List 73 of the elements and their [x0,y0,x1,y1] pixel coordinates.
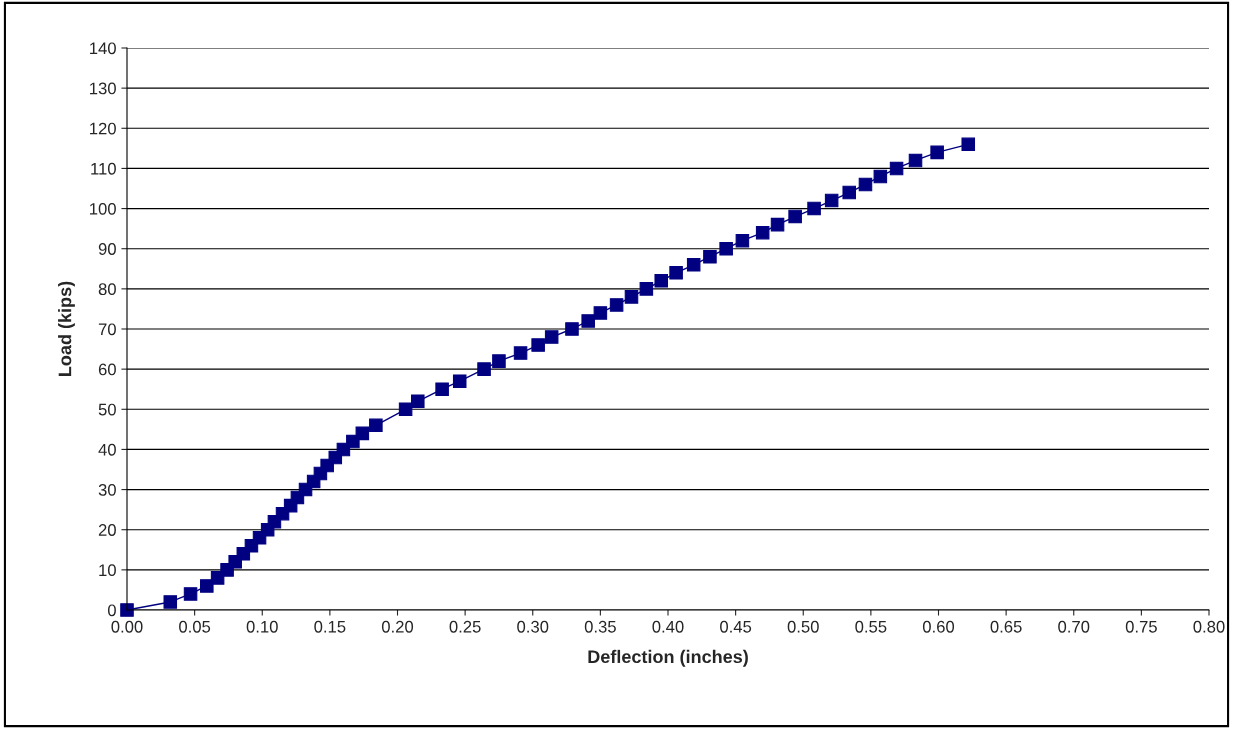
point [435,382,449,396]
point [639,282,654,296]
point [624,290,639,304]
point [719,241,733,256]
point [355,426,370,441]
point [492,354,506,368]
point [477,362,491,376]
y-tick-label: 80 [98,283,116,296]
point [686,258,701,272]
point [200,579,214,593]
x-tick-label: 0.50 [787,620,819,633]
point [755,225,770,240]
point [369,418,383,433]
point [873,169,888,184]
point [120,603,134,617]
x-tick-label: 0.70 [1058,620,1090,633]
y-tick-label: 120 [90,122,116,135]
y-tick-label: 10 [99,564,116,577]
x-tick-label: 0.00 [111,620,143,633]
point [411,394,425,409]
point [513,346,528,360]
x-tick-label: 0.10 [246,620,278,633]
x-tick-label: 0.45 [720,620,752,633]
y-tick-label: 50 [98,403,116,416]
y-tick-label: 20 [98,524,116,536]
point [735,233,750,248]
x-axis-title: Deflection (inches) [588,649,748,667]
point [163,595,178,609]
y-axis-title: Load (kips) [58,281,75,376]
point [581,314,595,328]
y-tick-label: 70 [98,323,116,336]
point [609,298,624,312]
x-tick-label: 0.60 [922,620,955,633]
point [669,266,683,280]
x-tick-label: 0.15 [314,620,346,633]
point [452,374,467,388]
x-tick-label: 0.65 [990,620,1022,633]
point [889,161,904,176]
point [398,402,413,417]
y-tick-label: 30 [98,483,116,496]
point [961,137,976,152]
y-tick-label: 60 [98,363,116,376]
y-tick-label: 40 [98,443,116,456]
x-tick-label: 0.40 [652,620,684,633]
point [858,177,873,192]
point [565,322,579,336]
point [531,338,545,352]
x-tick-label: 0.20 [381,620,414,633]
x-tick-label: 0.25 [449,620,481,633]
point [770,217,785,232]
x-tick-label: 0.75 [1125,620,1157,633]
point [824,193,839,208]
x-tick-label: 0.35 [584,620,616,633]
x-tick-label: 0.30 [517,620,549,633]
point [544,330,559,344]
point [654,274,669,288]
x-tick-label: 0.05 [179,620,211,633]
y-tick-label: 100 [90,202,116,215]
point [183,587,198,601]
point [842,185,856,200]
point [930,145,944,160]
y-tick-label: 110 [91,162,116,175]
x-tick-label: 0.80 [1193,620,1225,633]
y-tick-label: 90 [98,243,116,255]
point [788,209,802,224]
point [807,201,821,216]
x-tick-label: 0.55 [855,620,887,633]
y-tick-label: 130 [90,82,116,95]
y-tick-label: 140 [90,42,116,55]
point [908,153,923,168]
y-tick-label: 0 [107,604,116,617]
point [593,306,608,320]
point [703,249,717,264]
